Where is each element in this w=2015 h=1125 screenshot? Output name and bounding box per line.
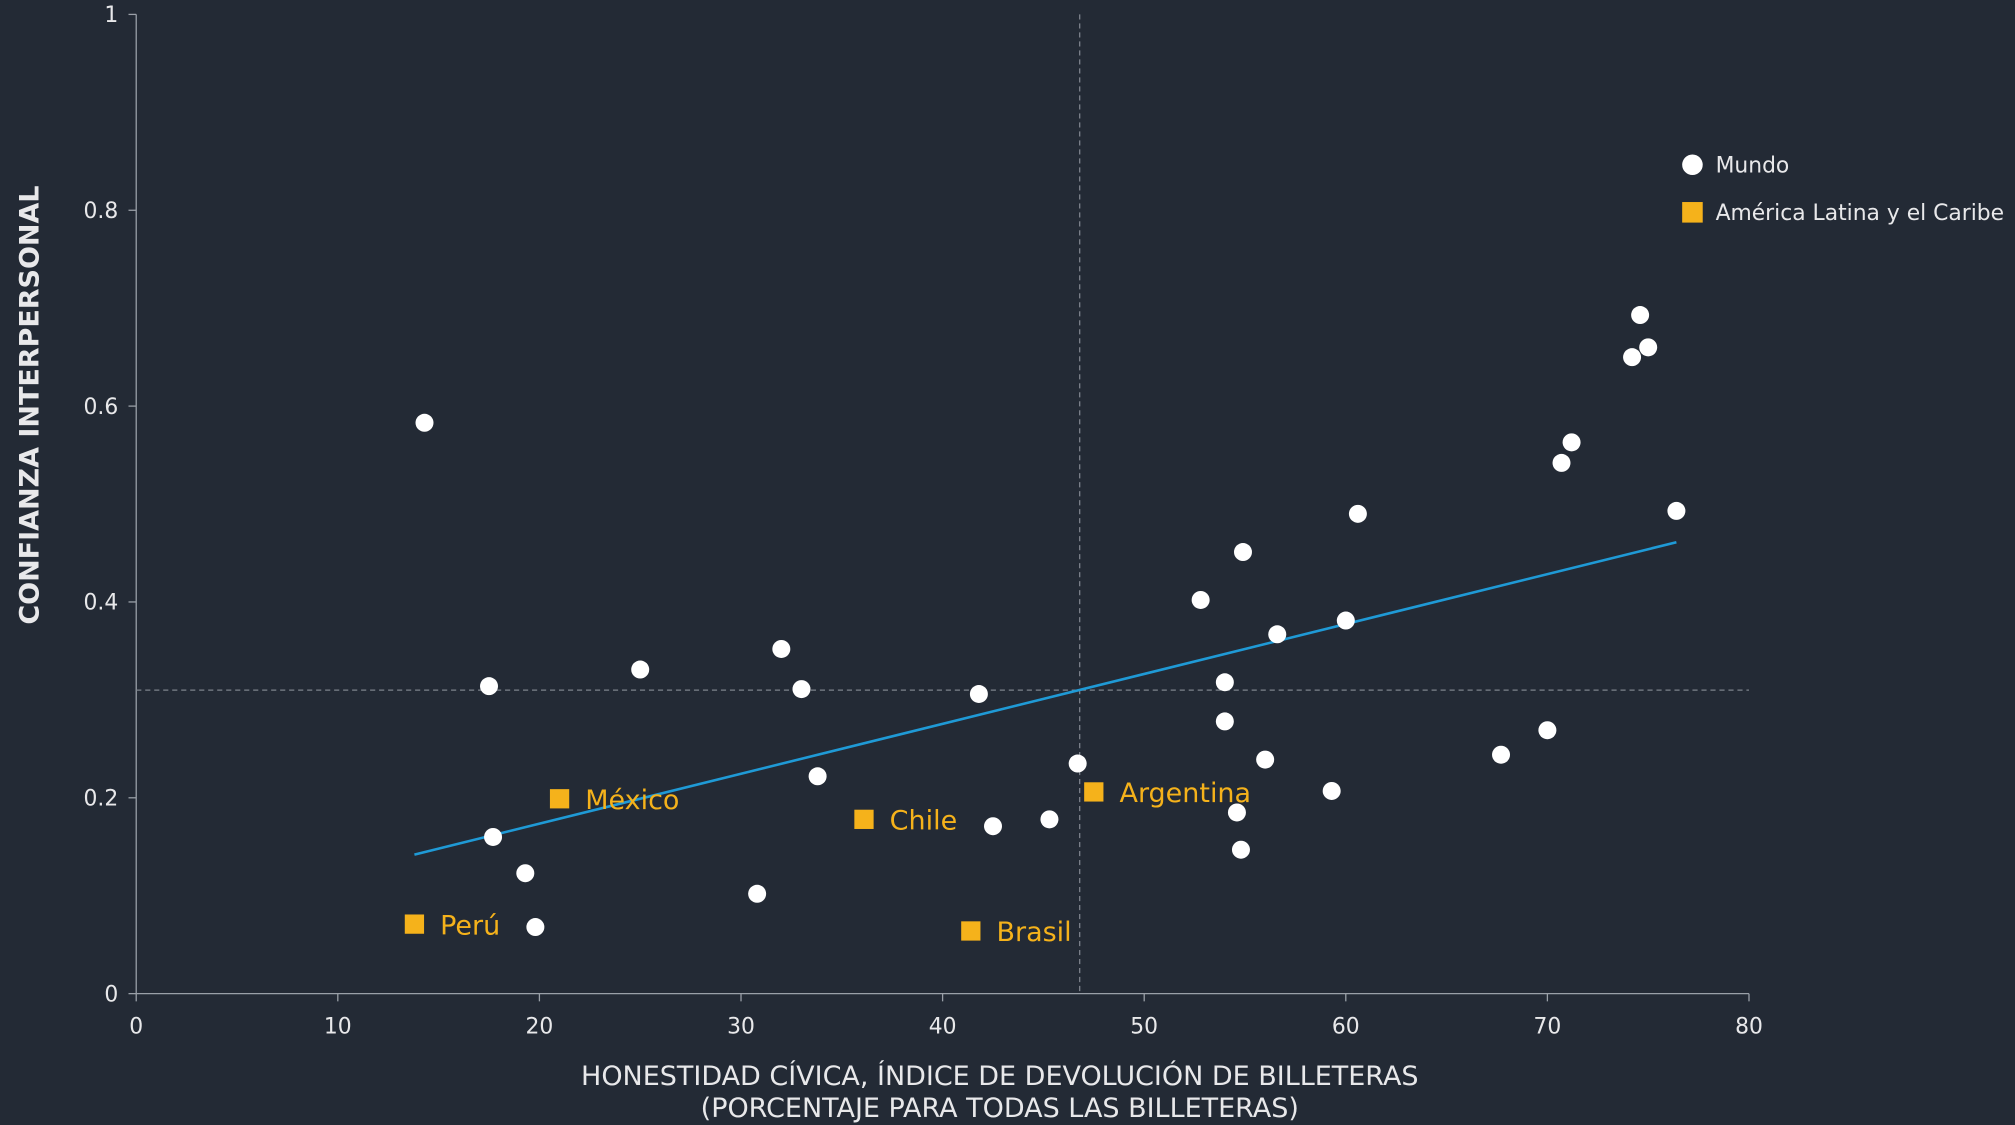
y-tick-label: 0.6 xyxy=(84,395,119,420)
point-label: Chile xyxy=(890,806,958,837)
legend-marker xyxy=(1682,202,1703,223)
point xyxy=(748,884,767,903)
point xyxy=(1667,501,1686,520)
x-tick-label: 70 xyxy=(1534,1014,1562,1039)
point xyxy=(1068,754,1087,773)
point xyxy=(631,660,650,679)
point xyxy=(1492,745,1511,764)
point xyxy=(1348,504,1367,523)
point-label: Argentina xyxy=(1120,778,1252,809)
point xyxy=(1231,840,1250,859)
point xyxy=(1233,543,1252,562)
point xyxy=(1215,673,1234,692)
point xyxy=(1256,750,1275,769)
point xyxy=(1084,782,1104,802)
point xyxy=(549,789,570,809)
y-tick-label: 0.8 xyxy=(84,199,119,224)
point xyxy=(984,817,1002,836)
x-tick-label: 60 xyxy=(1332,1014,1360,1039)
point xyxy=(480,677,499,696)
x-axis-label: HONESTIDAD CÍVICA, ÍNDICE DE DEVOLUCIÓN … xyxy=(581,1060,1418,1092)
legend-label: Mundo xyxy=(1716,153,1790,178)
y-tick-label: 1 xyxy=(104,3,118,28)
point xyxy=(516,864,535,883)
x-tick-label: 20 xyxy=(526,1014,554,1039)
legend-marker xyxy=(1682,154,1703,176)
point xyxy=(1215,712,1234,731)
y-tick-label: 0.4 xyxy=(84,591,119,616)
point xyxy=(1268,625,1287,644)
point xyxy=(1227,803,1246,822)
x-tick-label: 40 xyxy=(929,1014,957,1039)
point xyxy=(808,767,827,786)
point-label: México xyxy=(585,785,679,816)
point xyxy=(1623,348,1642,367)
point xyxy=(1336,611,1355,630)
point xyxy=(404,914,425,934)
trend-line xyxy=(414,540,1677,856)
y-tick-label: 0.2 xyxy=(84,787,119,812)
x-axis-label: (PORCENTAJE PARA TODAS LAS BILLETERAS) xyxy=(701,1093,1299,1124)
point xyxy=(526,918,545,937)
x-tick-label: 50 xyxy=(1130,1014,1158,1039)
point xyxy=(772,639,791,658)
x-tick-label: 0 xyxy=(129,1014,143,1039)
x-tick-label: 30 xyxy=(727,1014,755,1039)
point xyxy=(1639,338,1658,357)
point xyxy=(1552,453,1571,472)
point xyxy=(854,809,874,829)
y-tick-label: 0 xyxy=(104,982,118,1007)
point xyxy=(1538,721,1557,740)
point xyxy=(1322,781,1341,800)
point xyxy=(484,827,503,846)
point xyxy=(1562,433,1581,452)
x-tick-label: 10 xyxy=(324,1014,352,1039)
point xyxy=(961,921,981,941)
y-axis-label: CONFIANZA INTERPERSONAL xyxy=(15,186,46,625)
point-label: Perú xyxy=(440,910,500,941)
point xyxy=(415,413,434,432)
point xyxy=(1631,306,1650,325)
point xyxy=(969,685,988,703)
point-label: Brasil xyxy=(997,917,1072,948)
point xyxy=(792,680,811,699)
x-tick-label: 80 xyxy=(1735,1014,1763,1039)
point xyxy=(1040,810,1059,829)
point xyxy=(1191,590,1210,609)
legend-label: América Latina y el Caribe xyxy=(1716,201,2005,226)
